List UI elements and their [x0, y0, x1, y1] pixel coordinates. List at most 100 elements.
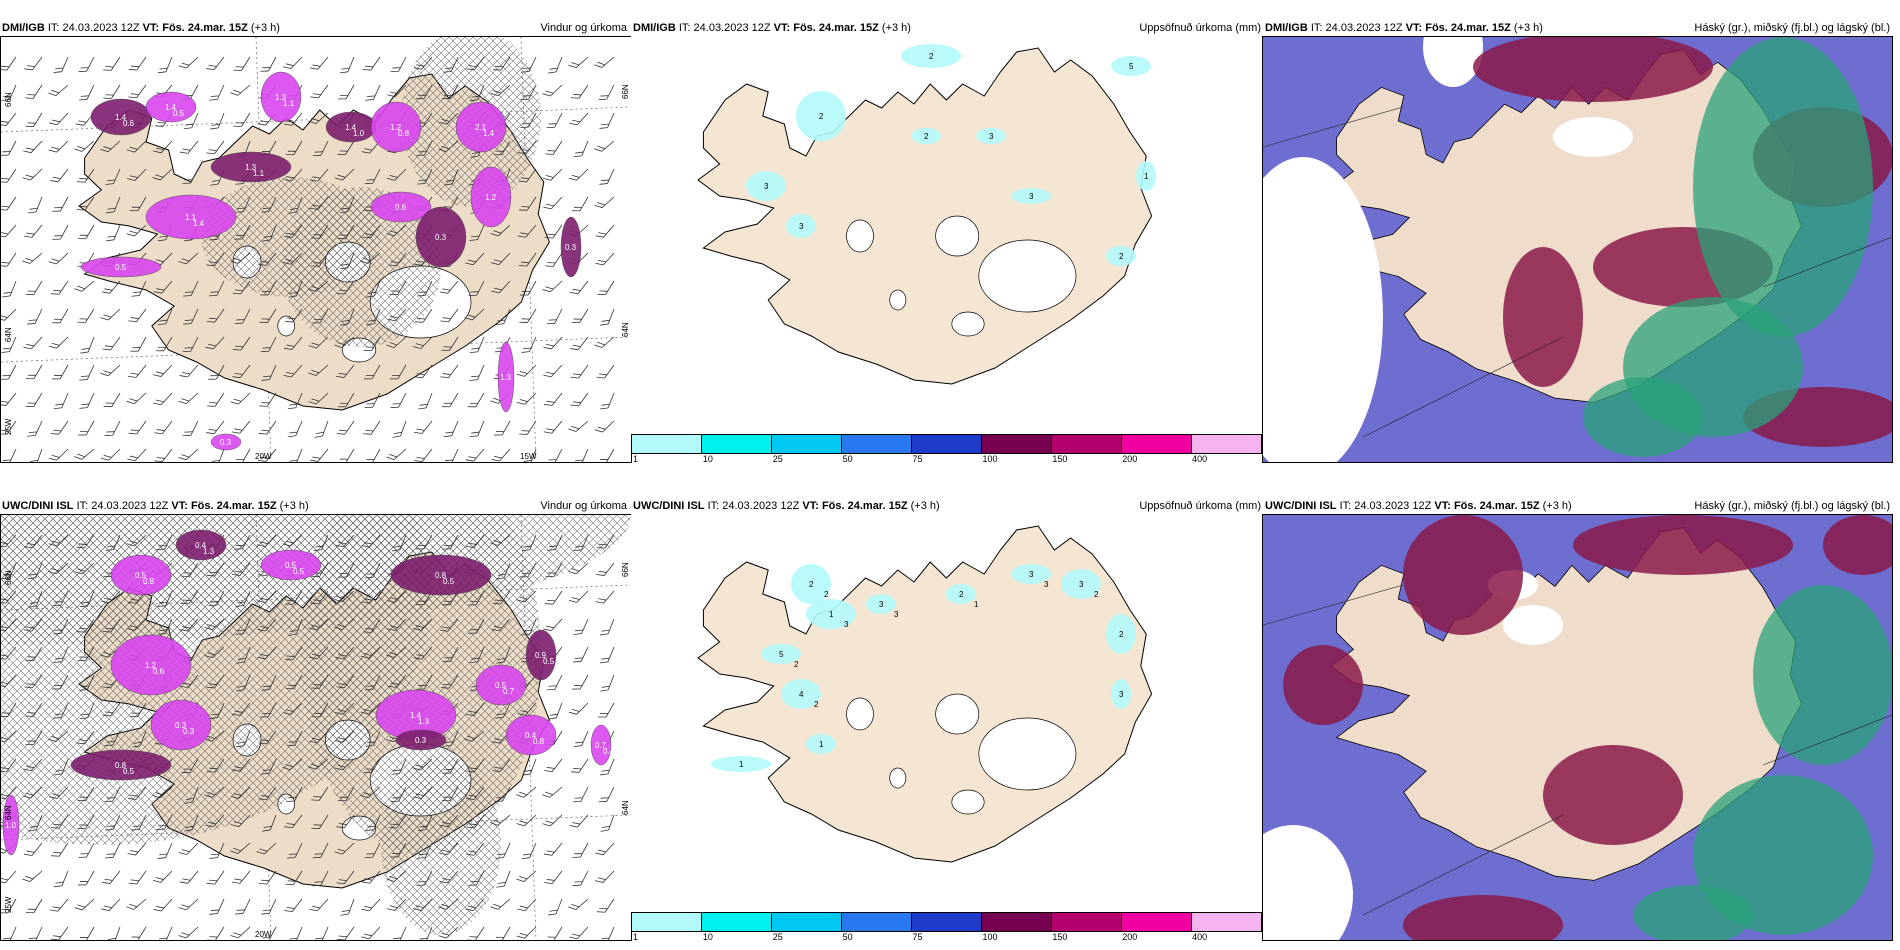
- precip-value-label: 0.5: [123, 767, 135, 776]
- vt-label: VT:: [171, 500, 188, 512]
- wind-barb: [78, 842, 95, 858]
- graticule-line: [255, 37, 272, 462]
- wind-barb: [571, 196, 589, 212]
- accum-value-label: 1: [974, 600, 979, 609]
- accum-map-panel-1[interactable]: 2 2 3 3 2 3 5 1 3 2: [631, 36, 1261, 436]
- colorbar-swatch: [1122, 435, 1192, 453]
- wind-barb: [495, 926, 511, 940]
- wind-barb: [415, 84, 433, 100]
- colorbar-swatch: [1192, 435, 1261, 453]
- cloud-map-panel-1[interactable]: [1262, 36, 1893, 463]
- wind-barb: [178, 926, 199, 939]
- wind-barb: [50, 842, 69, 857]
- wind-barb: [545, 252, 563, 267]
- wind-barb: [493, 140, 511, 156]
- wind-barb: [517, 702, 537, 716]
- wind-barb: [363, 618, 381, 633]
- wind-barb: [127, 168, 147, 181]
- precip-value-label: 0.6: [395, 203, 407, 212]
- wind-barb: [520, 112, 537, 128]
- wind-barb: [260, 702, 277, 718]
- wind-barb: [209, 84, 225, 101]
- precip-value-label: 1.4: [410, 711, 422, 720]
- colorbar-label: 1: [633, 454, 639, 464]
- wind-barb: [131, 814, 147, 831]
- model-name: UWC/DINI ISL: [633, 500, 705, 512]
- wind-barb: [157, 56, 173, 74]
- accum-map-panel-2[interactable]: 2 1 5 4 3 2 3 3 2 3 1 1 2 3 2 2 3 1 3 2: [631, 514, 1261, 914]
- wind-barb: [412, 758, 433, 771]
- wind-barb: [257, 590, 277, 604]
- accum-area: [1136, 161, 1156, 191]
- wind-barb: [132, 730, 147, 748]
- wind-barb: [285, 870, 303, 885]
- wind-barb: [443, 56, 459, 73]
- wind-barb: [389, 280, 407, 296]
- wind-map-panel-2[interactable]: 0.4 0.5 0.5 0.8 1.2 0.3 0.8 1.4 0.5 0.9 0.4 0.7 0.3 1…: [0, 514, 632, 941]
- wind-barb: [128, 870, 147, 885]
- panel-title-accum-1: Uppsöfnuð úrkoma (mm): [1139, 22, 1261, 34]
- wind-barb: [235, 590, 251, 607]
- precip-area: [560, 216, 582, 278]
- wind-barb: [518, 168, 537, 183]
- wind-barb: [129, 196, 147, 212]
- wind-barb: [25, 646, 43, 661]
- colorbar-label: 400: [1192, 932, 1208, 942]
- wind-barb: [257, 534, 277, 547]
- wind-barb: [232, 364, 251, 379]
- wind-barb: [519, 562, 537, 578]
- wind-barb: [128, 420, 147, 435]
- wind-barb: [392, 420, 407, 438]
- wind-barb: [390, 842, 407, 858]
- accum-value-label: 2: [1119, 630, 1124, 639]
- accum-area: [1106, 614, 1136, 654]
- wind-barb: [101, 590, 121, 604]
- wind-barb: [103, 392, 121, 408]
- wind-barb: [258, 420, 277, 435]
- wind-barb: [364, 168, 381, 185]
- wind-barb: [152, 786, 173, 799]
- precip-value-label: 0.8: [115, 761, 127, 770]
- precip-value-label: 1.4: [115, 113, 127, 122]
- wind-barb: [100, 140, 121, 153]
- wind-barb: [466, 758, 485, 773]
- wind-barb: [339, 448, 355, 462]
- accum-area: [911, 128, 941, 144]
- wind-barb: [570, 364, 589, 379]
- wind-barb: [366, 448, 381, 462]
- wind-barb: [181, 758, 199, 774]
- wind-barb: [207, 392, 225, 407]
- wind-barb: [232, 280, 251, 295]
- wind-barb: [260, 336, 277, 353]
- wind-barb: [490, 814, 511, 826]
- wind-barb: [464, 730, 485, 742]
- vt-label: VT:: [1434, 500, 1451, 512]
- wind-barb: [596, 534, 615, 549]
- wind-barb: [440, 308, 459, 323]
- wind-barb: [469, 336, 485, 354]
- panel-title-cloud-1: Háský (gr.), miðský (fj.bl.) og lágský (…: [1694, 22, 1890, 34]
- wind-barb: [339, 56, 355, 74]
- wind-barb: [1, 562, 17, 580]
- wind-barb: [79, 926, 95, 940]
- wind-barb: [543, 420, 563, 434]
- precip-value-label: 0.5: [135, 571, 147, 580]
- wind-barb: [230, 84, 251, 96]
- cloud-map-panel-2[interactable]: [1262, 514, 1893, 941]
- wind-barb: [77, 308, 95, 323]
- wind-barb: [256, 842, 277, 855]
- it-value: 24.03.2023 12Z: [62, 22, 140, 34]
- wind-barb: [207, 926, 225, 940]
- wind-barb: [495, 842, 511, 859]
- colorbar-swatch: [632, 435, 702, 453]
- wind-map-panel-1[interactable]: 1.4 1.4 1.3 1.4 1.2 2.1 1.3 1.1 0.6 0.3 1.2 0.5 0.3 1…: [0, 36, 632, 463]
- wind-barb: [360, 702, 381, 715]
- wind-barb: [50, 814, 69, 829]
- wind-barb: [1, 758, 17, 773]
- wind-barb: [234, 224, 251, 240]
- it-value: 24.03.2023 12Z: [693, 22, 771, 34]
- wind-barb: [24, 56, 43, 71]
- wind-barb: [24, 534, 43, 549]
- low-cloud-area: [1753, 585, 1892, 765]
- colorbar-swatch: [1052, 435, 1122, 453]
